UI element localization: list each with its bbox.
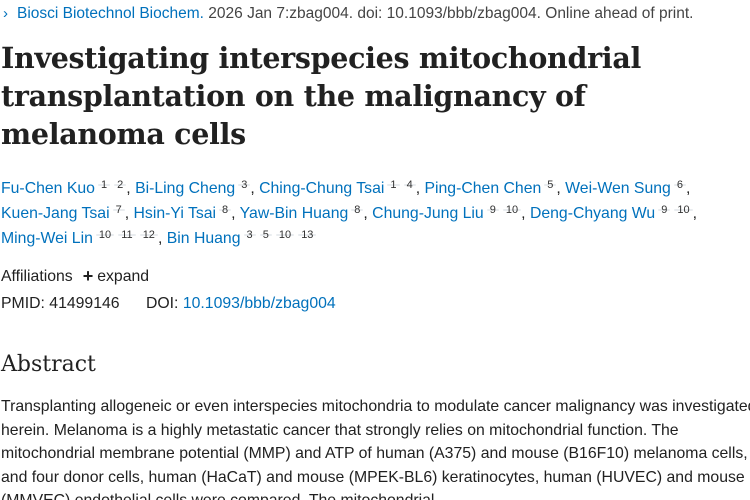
affiliation-ref-badge[interactable]: 9 xyxy=(658,205,671,216)
article-title: Investigating interspecies mitochondrial… xyxy=(1,41,642,151)
author: Bin Huang 3 5 10 13 xyxy=(167,230,317,247)
author: Ming-Wei Lin 10 11 12 xyxy=(1,230,158,247)
author-name-link[interactable]: Chung-Jung Liu xyxy=(372,205,484,222)
affiliation-refs: 3 xyxy=(237,179,251,191)
affiliation-refs: 1 2 xyxy=(97,179,127,191)
doi-link[interactable]: 10.1093/bbb/zbag004 xyxy=(182,295,336,312)
affiliation-ref-badge[interactable]: 5 xyxy=(544,180,557,191)
affiliation-ref-badge[interactable]: 1 xyxy=(97,180,111,191)
author-name-link[interactable]: Ping-Chen Chen xyxy=(424,180,542,197)
author: Chung-Jung Liu 9 10 xyxy=(372,204,522,222)
affiliation-ref-badge[interactable]: 8 xyxy=(219,205,232,216)
affiliation-ref-badge[interactable]: 3 xyxy=(243,230,256,241)
citation-details: 2026 Jan 7:zbag004. doi: 10.1093/bbb/zba… xyxy=(203,5,694,22)
author: Bi-Ling Cheng 3 xyxy=(135,179,251,197)
author: Fu-Chen Kuo 1 2 xyxy=(1,179,127,197)
affiliation-ref-badge[interactable]: 13 xyxy=(298,230,317,241)
affiliation-refs: 9 10 xyxy=(657,204,693,216)
author-name-link[interactable]: Hsin-Yi Tsai xyxy=(133,205,217,222)
affiliation-refs: 3 5 10 13 xyxy=(243,229,317,241)
author-name-link[interactable]: Deng-Chyang Wu xyxy=(529,205,656,222)
author: Deng-Chyang Wu 9 10 xyxy=(530,205,693,222)
expand-label: expand xyxy=(97,268,150,285)
author-name-link[interactable]: Bi-Ling Cheng xyxy=(135,180,236,197)
author-name-link[interactable]: Ming-Wei Lin xyxy=(1,230,93,247)
affiliation-refs: 1 4 xyxy=(386,179,416,191)
affiliation-ref-badge[interactable]: 11 xyxy=(118,230,136,241)
author: Ping-Chen Chen 5 xyxy=(424,179,557,197)
affiliation-refs: 5 xyxy=(543,179,557,191)
affiliation-ref-badge[interactable]: 4 xyxy=(403,180,416,191)
affiliations-label: Affiliations xyxy=(1,268,73,285)
affiliation-ref-badge[interactable]: 2 xyxy=(114,180,127,191)
pmid-label: PMID: xyxy=(1,295,45,312)
chevron-right-icon[interactable]: › xyxy=(3,5,8,22)
author: Kuen-Jang Tsai 7 xyxy=(1,205,125,222)
citation-line: › Biosci Biotechnol Biochem. 2026 Jan 7:z… xyxy=(3,4,693,24)
affiliation-ref-badge[interactable]: 3 xyxy=(238,180,251,191)
affiliation-ref-badge[interactable]: 10 xyxy=(95,230,115,241)
author: Hsin-Yi Tsai 8 xyxy=(134,205,232,222)
author: Wei-Wen Sung 6 xyxy=(565,180,686,197)
author-name-link[interactable]: Yaw-Bin Huang xyxy=(239,205,349,222)
pmid-value: 41499146 xyxy=(49,295,120,312)
identifiers-row: PMID: 41499146 DOI: 10.1093/bbb/zbag004 xyxy=(1,294,336,314)
affiliation-refs: 7 xyxy=(112,204,125,216)
affiliation-ref-badge[interactable]: 10 xyxy=(275,230,295,241)
affiliation-ref-badge[interactable]: 6 xyxy=(673,180,686,191)
journal-link[interactable]: Biosci Biotechnol Biochem. xyxy=(17,5,204,22)
affiliation-ref-badge[interactable]: 10 xyxy=(674,205,693,216)
affiliation-refs: 6 xyxy=(673,179,686,191)
plus-icon: + xyxy=(82,266,94,286)
affiliation-ref-badge[interactable]: 10 xyxy=(502,205,522,216)
affiliation-ref-badge[interactable]: 9 xyxy=(486,205,499,216)
author-name-link[interactable]: Kuen-Jang Tsai xyxy=(1,205,110,222)
author-name-link[interactable]: Fu-Chen Kuo xyxy=(1,180,95,197)
author-name-link[interactable]: Wei-Wen Sung xyxy=(565,180,671,197)
author: Yaw-Bin Huang 8 xyxy=(240,205,364,222)
doi-label: DOI: xyxy=(145,295,179,312)
abstract-heading: Abstract xyxy=(1,352,96,377)
affiliation-refs: 9 10 xyxy=(486,204,522,216)
expand-affiliations-button[interactable]: + expand xyxy=(82,266,150,286)
affiliation-ref-badge[interactable]: 7 xyxy=(112,205,125,216)
affiliation-ref-badge[interactable]: 1 xyxy=(387,180,400,191)
affiliation-refs: 8 xyxy=(350,204,364,216)
abstract-text: Transplanting allogeneic or even intersp… xyxy=(1,398,750,500)
author: Ching-Chung Tsai 1 4 xyxy=(259,180,416,197)
affiliations-row: Affiliations + expand xyxy=(1,266,149,287)
affiliation-ref-badge[interactable]: 5 xyxy=(259,230,272,241)
author-name-link[interactable]: Ching-Chung Tsai xyxy=(259,180,385,197)
affiliation-refs: 10 11 12 xyxy=(95,229,158,241)
affiliation-ref-badge[interactable]: 8 xyxy=(351,205,364,216)
affiliation-refs: 8 xyxy=(218,204,232,216)
author-list: Fu-Chen Kuo 1 2, Bi-Ling Cheng 3, Ching-Ch… xyxy=(1,179,698,248)
author-name-link[interactable]: Bin Huang xyxy=(166,230,241,247)
affiliation-ref-badge[interactable]: 12 xyxy=(139,230,158,241)
